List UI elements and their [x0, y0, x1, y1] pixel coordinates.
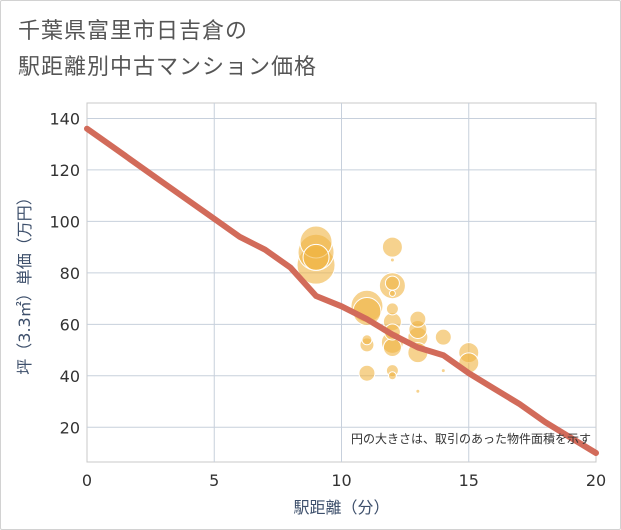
x-tick-label: 0: [82, 471, 92, 490]
data-bubble: [358, 364, 376, 382]
data-bubble: [409, 310, 427, 328]
vertical-gridlines: [213, 103, 470, 462]
x-tick-label: 15: [459, 471, 479, 490]
x-axis-label: 駅距離（分）: [293, 498, 389, 517]
x-tick-label: 5: [209, 471, 219, 490]
chart-title-line2: 駅距離別中古マンション価格: [18, 55, 318, 80]
y-tick-label: 140: [49, 109, 80, 128]
x-tick-label: 20: [586, 471, 606, 490]
data-bubble: [302, 243, 330, 271]
data-bubble: [361, 334, 373, 346]
horizontal-gridlines: [87, 117, 596, 428]
chart-title: 千葉県富里市日吉倉の 駅距離別中古マンション価格: [18, 14, 317, 86]
x-tick-label: 10: [331, 471, 351, 490]
data-bubble: [382, 337, 402, 357]
trend-line: [84, 125, 599, 456]
x-tick-labels: 0 5 10 15 20: [82, 471, 606, 490]
y-tick-label: 100: [49, 212, 80, 231]
bubble-size-note: 円の大きさは、取引のあった物件面積を示す: [351, 431, 591, 446]
data-bubble: [440, 368, 446, 374]
y-tick-label: 60: [60, 315, 80, 334]
data-bubble: [381, 236, 403, 258]
data-bubble: [387, 371, 397, 381]
y-tick-label: 80: [60, 264, 80, 283]
y-tick-label: 40: [60, 367, 80, 386]
y-tick-labels: 20 40 60 80 100 120 140: [49, 109, 80, 437]
data-bubble: [385, 302, 399, 316]
data-bubble: [415, 388, 421, 394]
y-tick-label: 120: [49, 161, 80, 180]
data-bubble: [388, 289, 396, 297]
y-tick-label: 20: [60, 418, 80, 437]
chart-title-line1: 千葉県富里市日吉倉の: [18, 19, 249, 44]
data-bubble: [389, 257, 395, 263]
y-axis-label: 坪（3.3㎡）単価（万円）: [15, 189, 34, 374]
data-bubble: [384, 275, 400, 291]
data-bubble: [434, 328, 452, 346]
